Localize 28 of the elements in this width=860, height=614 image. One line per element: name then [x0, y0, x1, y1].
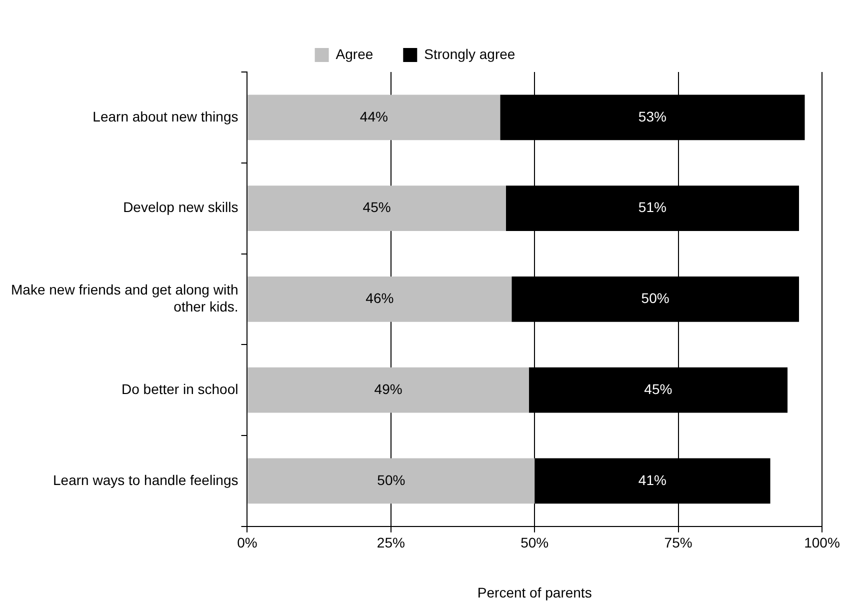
data-label: 53% [638, 108, 666, 124]
x-tick-label: 25% [376, 534, 405, 551]
x-tick-label: 0% [237, 534, 258, 551]
bar [248, 186, 506, 232]
x-axis-title: Percent of parents [477, 584, 592, 600]
data-label: 45% [362, 199, 391, 216]
data-label: 41% [638, 472, 666, 488]
data-label: 49% [374, 380, 402, 397]
data-label: 50% [641, 290, 670, 306]
data-label: 51% [638, 199, 666, 216]
y-tick-label: Learn ways to handle feelings [53, 472, 238, 488]
bar [248, 458, 535, 504]
data-label: 50% [377, 472, 406, 488]
y-tick-label: Make new friends and get along with other kids. [10, 282, 238, 314]
data-label: 45% [644, 380, 672, 397]
bar [248, 367, 529, 413]
y-tick-label: Learn about new things [92, 108, 238, 124]
x-tick-label: 75% [664, 534, 692, 551]
bar [248, 94, 500, 140]
legend-label: Agree [336, 46, 374, 62]
data-label: 46% [366, 290, 394, 306]
y-tick-label: Do better in school [122, 380, 238, 397]
x-tick-label: 50% [520, 534, 549, 551]
legend-label: Strongly agree [424, 46, 516, 62]
y-tick-label: Develop new skills [123, 199, 238, 216]
bar [248, 276, 512, 322]
x-tick-label: 100% [804, 534, 840, 551]
data-label: 44% [360, 108, 388, 124]
